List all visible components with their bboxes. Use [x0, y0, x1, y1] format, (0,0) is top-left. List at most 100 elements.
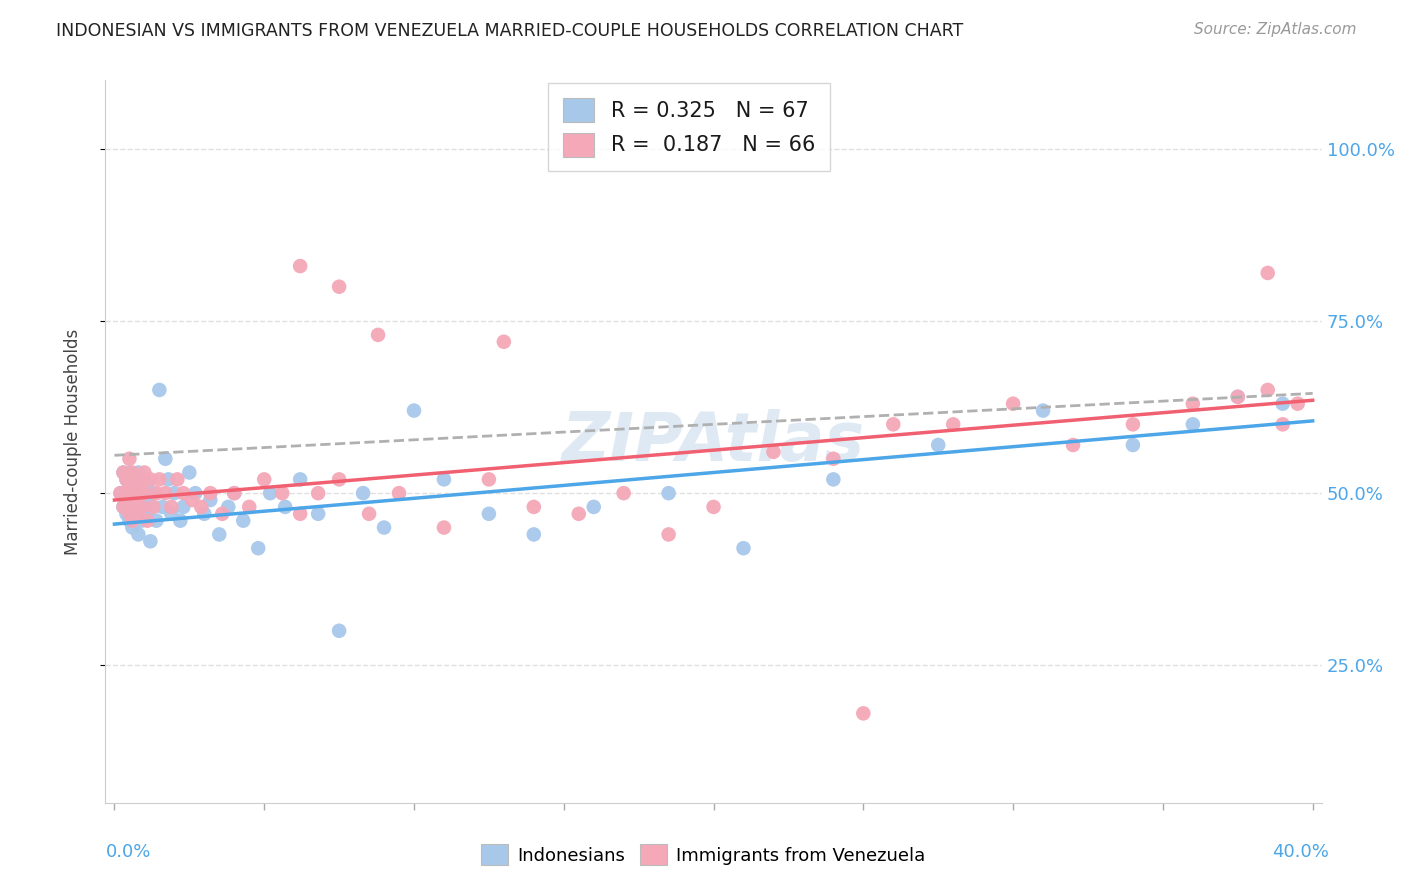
Point: [1122, 438, 1144, 452]
Point: [523, 527, 546, 541]
Point: [166, 472, 188, 486]
Point: [328, 624, 350, 638]
Point: [118, 451, 141, 466]
Point: [613, 486, 636, 500]
Point: [136, 514, 159, 528]
Point: [112, 466, 135, 480]
Point: [373, 520, 395, 534]
Point: [118, 500, 141, 514]
Point: [1002, 397, 1025, 411]
Point: [492, 334, 515, 349]
Point: [131, 479, 153, 493]
Point: [139, 500, 162, 514]
Point: [136, 507, 159, 521]
Point: [852, 706, 875, 721]
Point: [352, 486, 374, 500]
Point: [388, 486, 411, 500]
Point: [121, 466, 143, 480]
Point: [115, 507, 138, 521]
Point: [118, 466, 141, 480]
Point: [150, 500, 173, 514]
Point: [112, 466, 135, 480]
Point: [733, 541, 755, 556]
Point: [328, 472, 350, 486]
Point: [139, 534, 162, 549]
Point: [115, 493, 138, 508]
Point: [134, 486, 156, 500]
Point: [762, 445, 785, 459]
Point: [139, 472, 162, 486]
Point: [145, 486, 167, 500]
Point: [172, 486, 194, 500]
Point: [127, 527, 149, 541]
Point: [823, 451, 845, 466]
Point: [328, 279, 350, 293]
Point: [148, 472, 170, 486]
Point: [134, 472, 156, 486]
Legend: R = 0.325   N = 67, R =  0.187   N = 66: R = 0.325 N = 67, R = 0.187 N = 66: [548, 84, 830, 171]
Point: [927, 438, 949, 452]
Point: [124, 500, 146, 514]
Point: [155, 451, 177, 466]
Point: [478, 472, 501, 486]
Point: [124, 493, 146, 508]
Point: [163, 486, 186, 500]
Point: [433, 520, 456, 534]
Point: [200, 493, 222, 508]
Point: [882, 417, 904, 432]
Point: [1181, 417, 1204, 432]
Point: [658, 486, 681, 500]
Point: [142, 486, 165, 500]
Point: [307, 486, 329, 500]
Point: [247, 541, 270, 556]
Y-axis label: Married-couple Households: Married-couple Households: [63, 328, 82, 555]
Point: [184, 486, 207, 500]
Point: [1271, 417, 1294, 432]
Point: [433, 472, 456, 486]
Point: [211, 507, 233, 521]
Point: [1257, 383, 1279, 397]
Point: [1181, 397, 1204, 411]
Point: [523, 500, 546, 514]
Point: [127, 486, 149, 500]
Point: [217, 500, 239, 514]
Point: [112, 500, 135, 514]
Point: [181, 493, 204, 508]
Point: [224, 486, 246, 500]
Point: [190, 500, 212, 514]
Text: 0.0%: 0.0%: [105, 843, 150, 861]
Point: [942, 417, 965, 432]
Point: [131, 514, 153, 528]
Point: [169, 514, 191, 528]
Point: [121, 514, 143, 528]
Point: [1226, 390, 1249, 404]
Text: INDONESIAN VS IMMIGRANTS FROM VENEZUELA MARRIED-COUPLE HOUSEHOLDS CORRELATION CH: INDONESIAN VS IMMIGRANTS FROM VENEZUELA …: [56, 22, 963, 40]
Point: [271, 486, 294, 500]
Point: [118, 479, 141, 493]
Point: [1062, 438, 1084, 452]
Point: [136, 479, 159, 493]
Point: [112, 500, 135, 514]
Point: [232, 514, 254, 528]
Point: [568, 507, 591, 521]
Point: [208, 527, 231, 541]
Point: [288, 259, 311, 273]
Point: [179, 466, 201, 480]
Point: [582, 500, 605, 514]
Point: [274, 500, 297, 514]
Point: [134, 466, 156, 480]
Point: [1286, 397, 1309, 411]
Point: [148, 383, 170, 397]
Point: [121, 486, 143, 500]
Point: [357, 507, 380, 521]
Point: [238, 500, 260, 514]
Point: [1122, 417, 1144, 432]
Point: [259, 486, 281, 500]
Point: [115, 493, 138, 508]
Point: [118, 479, 141, 493]
Point: [118, 514, 141, 528]
Text: 40.0%: 40.0%: [1272, 843, 1329, 861]
Point: [253, 472, 276, 486]
Text: ZIPAtlas: ZIPAtlas: [562, 409, 865, 475]
Point: [1032, 403, 1054, 417]
